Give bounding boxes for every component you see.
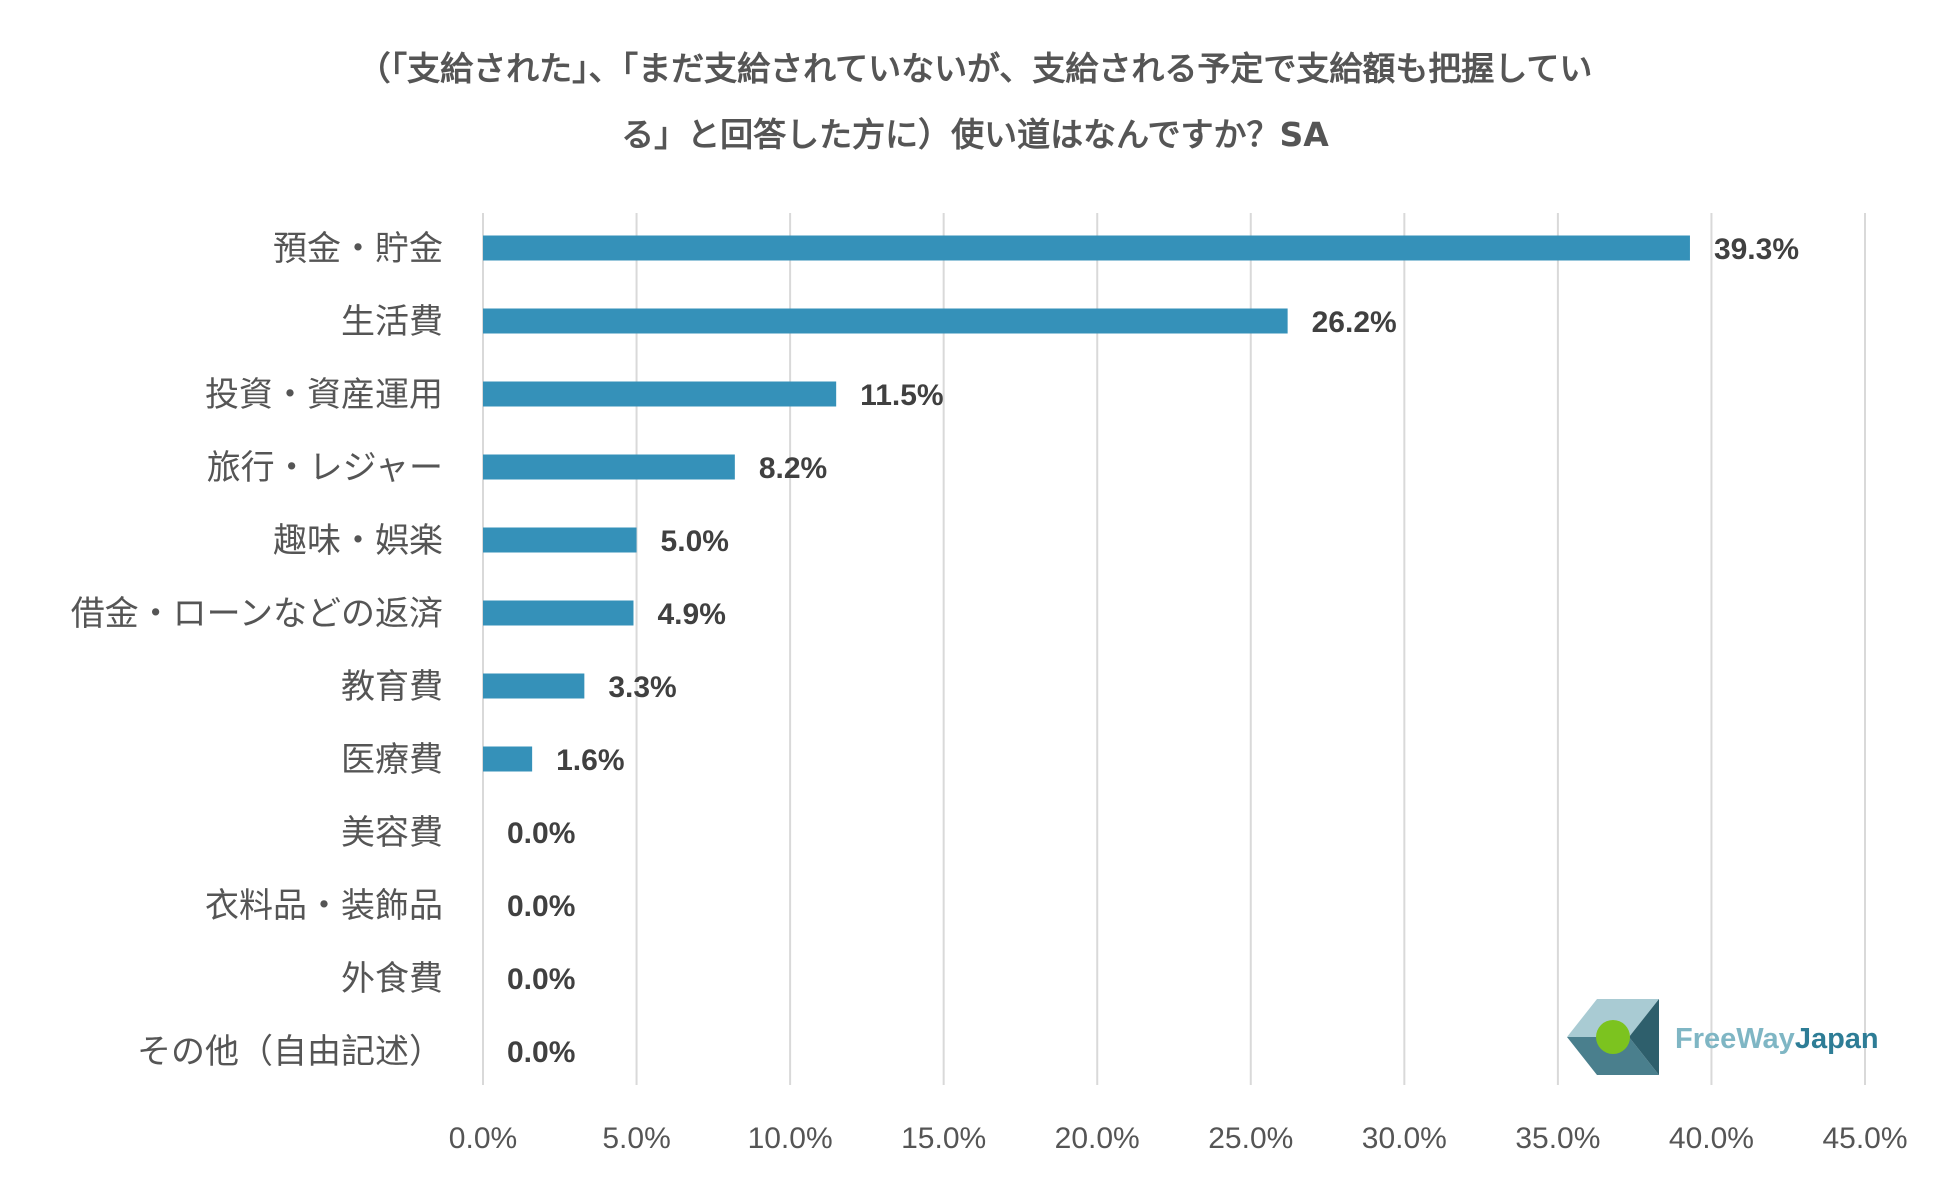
logo-green-dot — [1596, 1020, 1630, 1054]
category-label: 預金・貯金 — [273, 229, 443, 269]
value-label: 8.2% — [759, 452, 827, 485]
bar — [483, 308, 1288, 334]
category-label: 投資・資産運用 — [205, 375, 443, 415]
logo-text: FreeWayJapan — [1675, 1023, 1879, 1055]
value-label: 4.9% — [657, 598, 725, 631]
bar — [483, 381, 837, 407]
category-label: 外食費 — [341, 959, 443, 999]
value-label: 11.5% — [860, 379, 943, 412]
value-label: 3.3% — [608, 671, 676, 704]
x-tick-label: 15.0% — [901, 1122, 986, 1155]
bar — [483, 746, 533, 772]
value-label: 0.0% — [507, 1036, 575, 1069]
category-label: 教育費 — [341, 667, 443, 707]
category-label: その他（自由記述） — [137, 1032, 443, 1072]
x-tick-label: 25.0% — [1208, 1122, 1293, 1155]
value-label: 5.0% — [661, 525, 729, 558]
bar — [483, 673, 585, 699]
bar — [483, 454, 735, 480]
value-label: 0.0% — [507, 890, 575, 923]
x-tick-label: 5.0% — [602, 1122, 670, 1155]
value-label: 0.0% — [507, 963, 575, 996]
logo-text-freeway: FreeWay — [1675, 1023, 1795, 1055]
bar — [483, 235, 1690, 261]
logo-text-japan: Japan — [1795, 1023, 1879, 1055]
freewayjapan-logo: FreeWayJapan — [1567, 999, 1879, 1075]
logo-shape-top — [1567, 999, 1659, 1037]
category-label: 借金・ローンなどの返済 — [71, 594, 443, 634]
x-tick-label: 20.0% — [1055, 1122, 1140, 1155]
x-tick-label: 40.0% — [1669, 1122, 1754, 1155]
category-label: 衣料品・装飾品 — [205, 886, 443, 926]
category-label: 医療費 — [341, 740, 443, 780]
value-label: 0.0% — [507, 817, 575, 850]
bar — [483, 600, 634, 626]
x-tick-label: 35.0% — [1515, 1122, 1600, 1155]
logo-shape-side — [1629, 999, 1659, 1075]
category-label: 旅行・レジャー — [207, 448, 443, 488]
bar — [483, 527, 637, 553]
category-label: 生活費 — [341, 302, 443, 342]
x-tick-label: 30.0% — [1362, 1122, 1447, 1155]
chart-title-line-2: る」と回答した方に）使い道はなんですか？SA — [621, 115, 1329, 154]
x-tick-label: 10.0% — [748, 1122, 833, 1155]
logo-shape-bottom — [1567, 1037, 1659, 1075]
chart-title: （「支給された」、「まだ支給されていないが、支給される予定で支給額も把握してい … — [0, 36, 1950, 168]
x-tick-label: 0.0% — [449, 1122, 517, 1155]
x-tick-label: 45.0% — [1822, 1122, 1907, 1155]
value-label: 39.3% — [1714, 233, 1799, 266]
category-label: 美容費 — [341, 813, 443, 853]
category-label: 趣味・娯楽 — [273, 521, 443, 561]
value-label: 26.2% — [1312, 306, 1397, 339]
chart-title-line-1: （「支給された」、「まだ支給されていないが、支給される予定で支給額も把握してい — [357, 49, 1593, 88]
value-label: 1.6% — [556, 744, 624, 777]
